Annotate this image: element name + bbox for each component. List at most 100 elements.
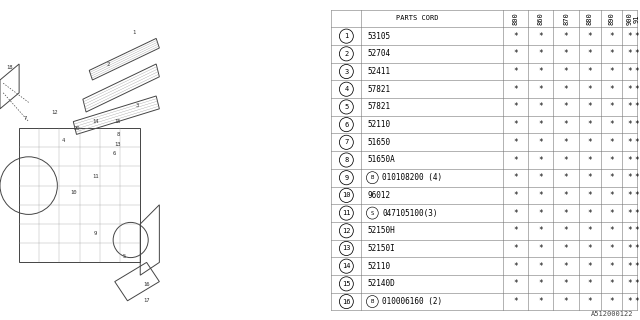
Text: *: * <box>588 244 592 253</box>
Text: *: * <box>588 49 592 58</box>
Text: *: * <box>538 67 543 76</box>
Text: *: * <box>513 32 518 41</box>
Text: *: * <box>627 156 632 164</box>
Text: PARTS CORD: PARTS CORD <box>396 15 438 21</box>
Text: 880: 880 <box>587 12 593 25</box>
Text: *: * <box>588 156 592 164</box>
Text: *: * <box>609 173 614 182</box>
Text: *: * <box>513 156 518 164</box>
Text: *: * <box>609 191 614 200</box>
Text: 4: 4 <box>344 86 349 92</box>
Text: 51650A: 51650A <box>367 156 396 164</box>
Text: *: * <box>634 32 639 41</box>
Text: *: * <box>627 138 632 147</box>
Text: *: * <box>634 49 639 58</box>
Text: *: * <box>627 226 632 235</box>
Text: 9: 9 <box>344 175 349 181</box>
Text: *: * <box>564 67 568 76</box>
Text: *: * <box>564 191 568 200</box>
Text: 8: 8 <box>344 157 349 163</box>
Text: *: * <box>627 67 632 76</box>
Text: 16: 16 <box>143 282 150 287</box>
Text: 7: 7 <box>344 139 349 145</box>
Text: *: * <box>634 120 639 129</box>
Text: *: * <box>538 262 543 271</box>
Text: *: * <box>609 297 614 306</box>
Text: 047105100(3): 047105100(3) <box>383 209 438 218</box>
Text: *: * <box>627 120 632 129</box>
Text: 52110: 52110 <box>367 120 391 129</box>
Text: *: * <box>513 85 518 94</box>
Text: *: * <box>609 226 614 235</box>
Text: 17: 17 <box>143 298 150 303</box>
Text: *: * <box>513 49 518 58</box>
Text: *: * <box>564 209 568 218</box>
Text: 20: 20 <box>73 125 80 131</box>
Text: *: * <box>538 279 543 288</box>
Text: 96012: 96012 <box>367 191 391 200</box>
Text: *: * <box>609 120 614 129</box>
Text: *: * <box>564 173 568 182</box>
Text: 12: 12 <box>342 228 351 234</box>
Text: *: * <box>634 262 639 271</box>
Text: *: * <box>627 262 632 271</box>
Text: *: * <box>538 244 543 253</box>
Text: *: * <box>538 209 543 218</box>
Text: *: * <box>634 279 639 288</box>
Text: *: * <box>564 49 568 58</box>
Text: *: * <box>564 102 568 111</box>
Text: *: * <box>538 297 543 306</box>
Text: *: * <box>588 67 592 76</box>
Text: *: * <box>588 120 592 129</box>
Text: *: * <box>609 49 614 58</box>
Text: *: * <box>513 138 518 147</box>
Text: 14: 14 <box>342 263 351 269</box>
Text: 6: 6 <box>113 151 116 156</box>
Text: *: * <box>627 244 632 253</box>
Text: 13: 13 <box>342 245 351 252</box>
Text: 2: 2 <box>344 51 349 57</box>
Text: *: * <box>627 297 632 306</box>
Text: 52704: 52704 <box>367 49 391 58</box>
Text: S: S <box>371 211 374 216</box>
Text: *: * <box>634 209 639 218</box>
Text: *: * <box>513 262 518 271</box>
Text: 9: 9 <box>94 231 97 236</box>
Text: *: * <box>564 32 568 41</box>
Text: *: * <box>564 297 568 306</box>
Text: 57821: 57821 <box>367 102 391 111</box>
Text: *: * <box>538 156 543 164</box>
Text: *: * <box>588 173 592 182</box>
Text: 11: 11 <box>92 173 99 179</box>
Text: *: * <box>564 156 568 164</box>
Text: *: * <box>513 279 518 288</box>
Text: 14: 14 <box>92 119 99 124</box>
Text: *: * <box>564 262 568 271</box>
Text: 52140D: 52140D <box>367 279 396 288</box>
Text: *: * <box>538 138 543 147</box>
Text: 5: 5 <box>123 253 126 259</box>
Text: *: * <box>588 209 592 218</box>
Text: *: * <box>513 102 518 111</box>
Text: 010006160 (2): 010006160 (2) <box>383 297 442 306</box>
Text: 8: 8 <box>116 132 120 137</box>
Text: *: * <box>513 297 518 306</box>
Text: 15: 15 <box>342 281 351 287</box>
Text: *: * <box>538 226 543 235</box>
Text: *: * <box>627 85 632 94</box>
Text: 010108200 (4): 010108200 (4) <box>383 173 442 182</box>
Text: *: * <box>588 297 592 306</box>
Text: *: * <box>564 138 568 147</box>
Text: 10: 10 <box>342 192 351 198</box>
Text: 53105: 53105 <box>367 32 391 41</box>
Text: *: * <box>609 32 614 41</box>
Text: *: * <box>634 297 639 306</box>
Text: *: * <box>513 244 518 253</box>
Text: 57821: 57821 <box>367 85 391 94</box>
Text: *: * <box>564 85 568 94</box>
Text: 890: 890 <box>608 12 614 25</box>
Text: B: B <box>371 175 374 180</box>
Text: 10: 10 <box>70 189 77 195</box>
Text: 3: 3 <box>344 68 349 75</box>
Text: *: * <box>588 85 592 94</box>
